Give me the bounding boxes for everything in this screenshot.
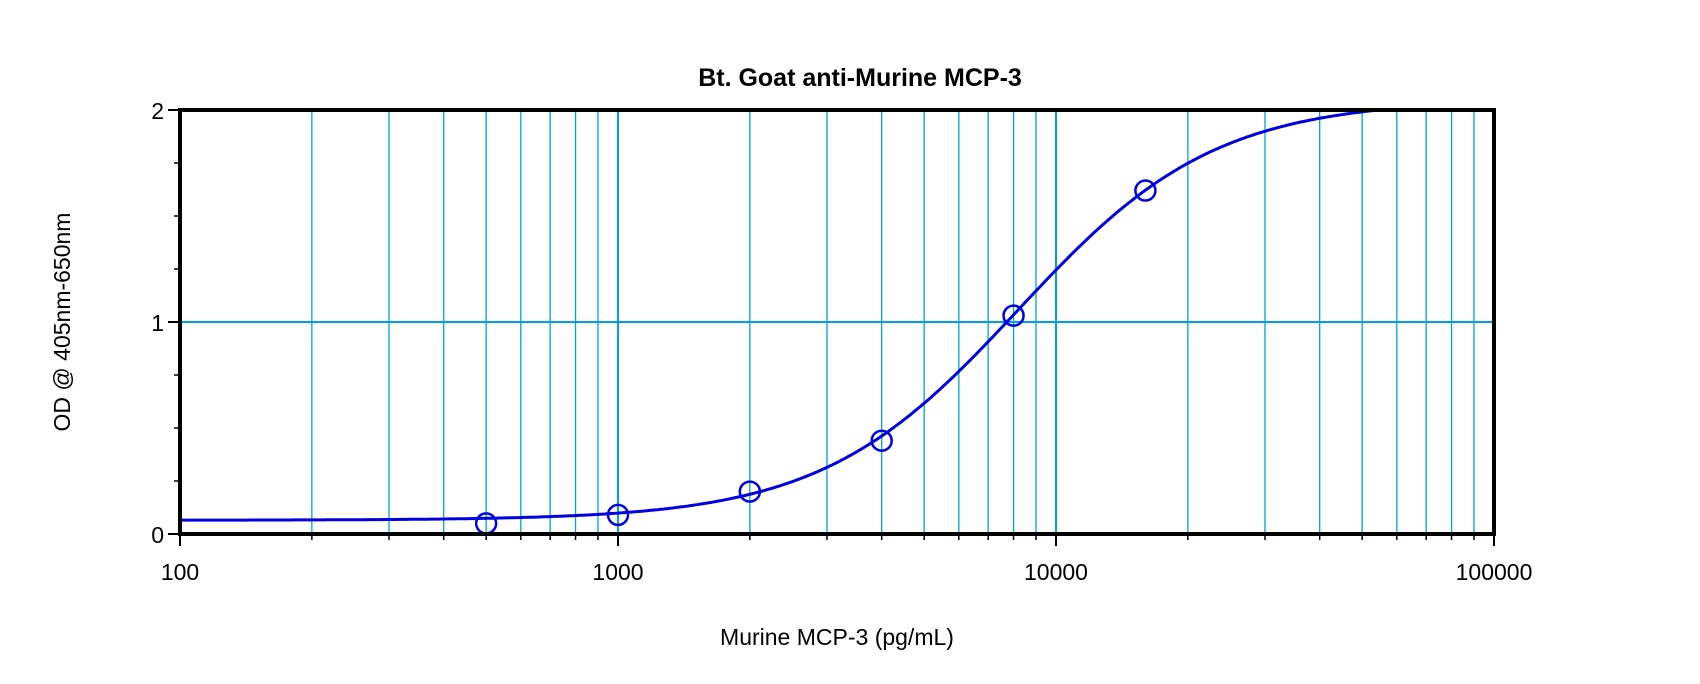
data-point [606, 503, 630, 527]
y-axis-label: OD @ 405nm-650nm [49, 213, 75, 432]
y-tick-label: 0 [151, 522, 164, 548]
fit-curve-group [180, 108, 1494, 522]
chart-title: Bt. Goat anti-Murine MCP-3 [698, 64, 1022, 92]
fit-curve [180, 108, 1494, 522]
x-tick-label: 10000 [1024, 559, 1088, 585]
x-axis-label: Murine MCP-3 (pg/mL) [720, 624, 954, 650]
y-tick-label: 2 [151, 98, 164, 124]
data-point [1002, 304, 1025, 327]
y-tick-label: 1 [151, 310, 164, 336]
data-point [870, 429, 893, 452]
data-point [1134, 179, 1157, 202]
grid [180, 110, 1494, 534]
data-point [738, 480, 762, 503]
x-tick-label: 100000 [1456, 559, 1533, 585]
data-points [474, 179, 1157, 535]
x-tick-label: 1000 [592, 559, 643, 585]
x-tick-label: 100 [161, 559, 199, 585]
